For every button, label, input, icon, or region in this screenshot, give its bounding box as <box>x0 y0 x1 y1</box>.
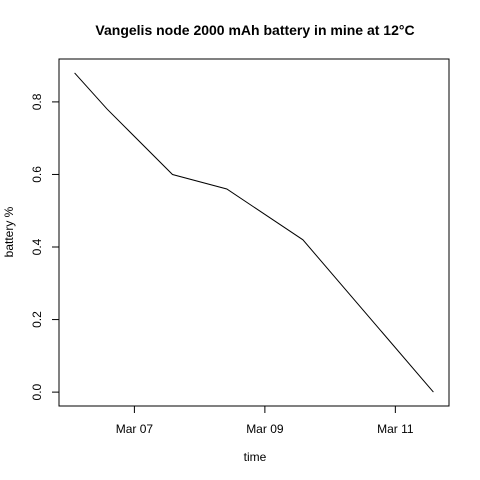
chart-title: Vangelis node 2000 mAh battery in mine a… <box>95 22 414 38</box>
series-line <box>74 72 434 393</box>
y-tick-label: 0.6 <box>30 166 44 183</box>
y-tick-label: 0.2 <box>30 311 44 328</box>
plot-frame <box>58 58 450 407</box>
y-tick-label: 0.8 <box>30 93 44 110</box>
series-group <box>74 72 434 393</box>
y-axis: 0.0 0.2 0.4 0.6 0.8 <box>30 93 59 400</box>
y-tick-label: 0.4 <box>30 238 44 255</box>
y-tick-label: 0.0 <box>30 383 44 400</box>
x-tick-label: Mar 11 <box>377 422 414 436</box>
x-axis-label: time <box>244 450 267 464</box>
x-tick-label: Mar 09 <box>246 422 284 436</box>
y-axis-label: battery % <box>2 206 16 257</box>
x-tick-label: Mar 07 <box>116 422 154 436</box>
x-axis: Mar 07 Mar 09 Mar 11 <box>116 406 414 436</box>
